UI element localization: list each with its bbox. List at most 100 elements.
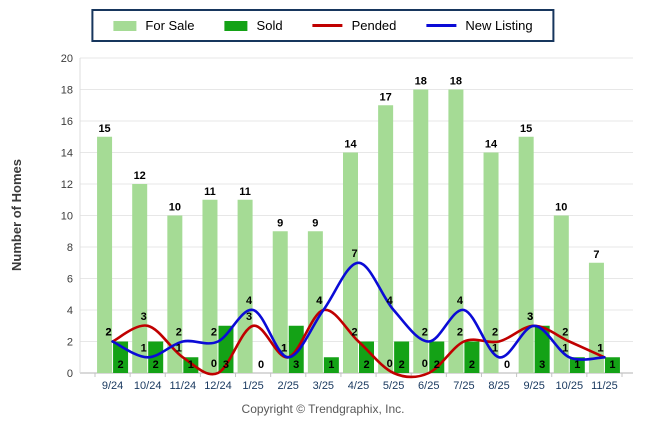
svg-text:3: 3 — [527, 311, 533, 323]
svg-text:5/25: 5/25 — [383, 380, 404, 392]
bar — [394, 341, 410, 373]
svg-text:2: 2 — [469, 359, 475, 371]
line-series-new-listing — [111, 261, 606, 361]
svg-text:16: 16 — [61, 116, 73, 128]
svg-text:10: 10 — [555, 202, 567, 214]
bar — [413, 89, 429, 373]
svg-text:7: 7 — [593, 249, 599, 261]
svg-text:4: 4 — [387, 295, 394, 307]
svg-text:1: 1 — [574, 359, 580, 371]
line-series-pended — [111, 308, 606, 379]
y-axis-title: Number of Homes — [9, 159, 24, 271]
svg-text:4: 4 — [457, 295, 464, 307]
sold-swatch — [224, 20, 248, 31]
svg-text:11: 11 — [239, 186, 251, 198]
svg-text:14: 14 — [344, 139, 357, 151]
svg-text:3: 3 — [293, 359, 299, 371]
svg-text:0: 0 — [258, 359, 264, 371]
svg-text:11/25: 11/25 — [591, 380, 618, 392]
bar — [272, 231, 288, 373]
legend-item-new-listing: New Listing — [426, 18, 533, 33]
bar — [588, 262, 604, 373]
svg-text:2: 2 — [351, 327, 357, 339]
svg-text:9/24: 9/24 — [102, 380, 123, 392]
bar — [97, 136, 113, 373]
svg-text:8/25: 8/25 — [488, 380, 509, 392]
bar — [464, 341, 480, 373]
svg-text:9/25: 9/25 — [523, 380, 544, 392]
svg-text:3: 3 — [246, 311, 252, 323]
bar-series-for-sale — [97, 89, 604, 373]
pended-swatch — [312, 24, 343, 27]
svg-text:1/25: 1/25 — [242, 380, 263, 392]
svg-text:12: 12 — [61, 179, 73, 191]
svg-text:10/24: 10/24 — [134, 380, 162, 392]
svg-text:4: 4 — [246, 295, 253, 307]
svg-text:20: 20 — [61, 53, 73, 65]
bar — [307, 231, 323, 373]
bar — [483, 152, 499, 373]
new-listing-swatch — [426, 24, 457, 27]
legend-label-pended: Pended — [351, 18, 397, 33]
legend-label-for-sale: For Sale — [145, 18, 195, 33]
bar — [167, 215, 183, 373]
svg-text:9: 9 — [277, 217, 283, 229]
svg-text:2: 2 — [106, 327, 112, 339]
svg-text:2: 2 — [399, 359, 405, 371]
svg-text:4: 4 — [316, 295, 323, 307]
svg-text:9: 9 — [312, 217, 318, 229]
svg-text:1: 1 — [609, 359, 615, 371]
svg-text:2: 2 — [457, 327, 463, 339]
bar — [518, 136, 534, 373]
svg-text:2: 2 — [492, 327, 498, 339]
svg-text:2: 2 — [434, 359, 440, 371]
svg-text:1: 1 — [141, 342, 147, 354]
bar — [569, 357, 585, 373]
svg-text:2: 2 — [363, 359, 369, 371]
svg-text:3/25: 3/25 — [313, 380, 334, 392]
svg-text:2: 2 — [562, 327, 568, 339]
svg-text:1: 1 — [597, 342, 603, 354]
svg-text:1: 1 — [281, 342, 287, 354]
svg-text:2/25: 2/25 — [278, 380, 299, 392]
svg-text:7/25: 7/25 — [453, 380, 474, 392]
svg-text:10: 10 — [169, 202, 181, 214]
svg-text:0: 0 — [211, 358, 217, 370]
bar — [534, 325, 550, 373]
svg-text:12: 12 — [134, 170, 146, 182]
bar — [378, 105, 394, 373]
bar — [604, 357, 620, 373]
svg-text:4/25: 4/25 — [348, 380, 369, 392]
svg-text:4: 4 — [67, 305, 73, 317]
svg-text:7: 7 — [351, 248, 357, 260]
svg-text:3: 3 — [141, 311, 147, 323]
svg-text:4: 4 — [316, 295, 323, 307]
svg-text:14: 14 — [61, 148, 73, 160]
svg-text:18: 18 — [450, 76, 462, 88]
x-axis-tick-labels: 9/24 10/24 11/24 12/24 1/25 2/25 3/25 4/25 5/25 6… — [102, 380, 618, 392]
svg-text:2: 2 — [67, 337, 73, 349]
svg-text:0: 0 — [387, 358, 393, 370]
svg-text:10/25: 10/25 — [556, 380, 584, 392]
svg-text:1: 1 — [562, 342, 568, 354]
legend-label-new-listing: New Listing — [465, 18, 533, 33]
legend-item-sold: Sold — [224, 18, 283, 33]
svg-text:0: 0 — [67, 368, 73, 380]
bar — [237, 199, 253, 373]
svg-text:3: 3 — [223, 359, 229, 371]
copyright-text: Copyright © Trendgraphix, Inc. — [241, 402, 405, 416]
svg-text:3: 3 — [527, 311, 533, 323]
svg-text:2: 2 — [211, 327, 217, 339]
svg-text:8: 8 — [67, 242, 73, 254]
svg-text:0: 0 — [422, 358, 428, 370]
y-axis-tick-labels: 0 2 4 6 8 10 12 14 16 18 20 — [61, 53, 73, 380]
svg-text:1: 1 — [281, 342, 287, 354]
svg-text:15: 15 — [98, 123, 110, 135]
for-sale-swatch — [113, 20, 137, 31]
svg-text:6/25: 6/25 — [418, 380, 439, 392]
svg-text:11: 11 — [204, 186, 216, 198]
svg-text:1: 1 — [597, 342, 603, 354]
svg-text:1: 1 — [328, 359, 334, 371]
